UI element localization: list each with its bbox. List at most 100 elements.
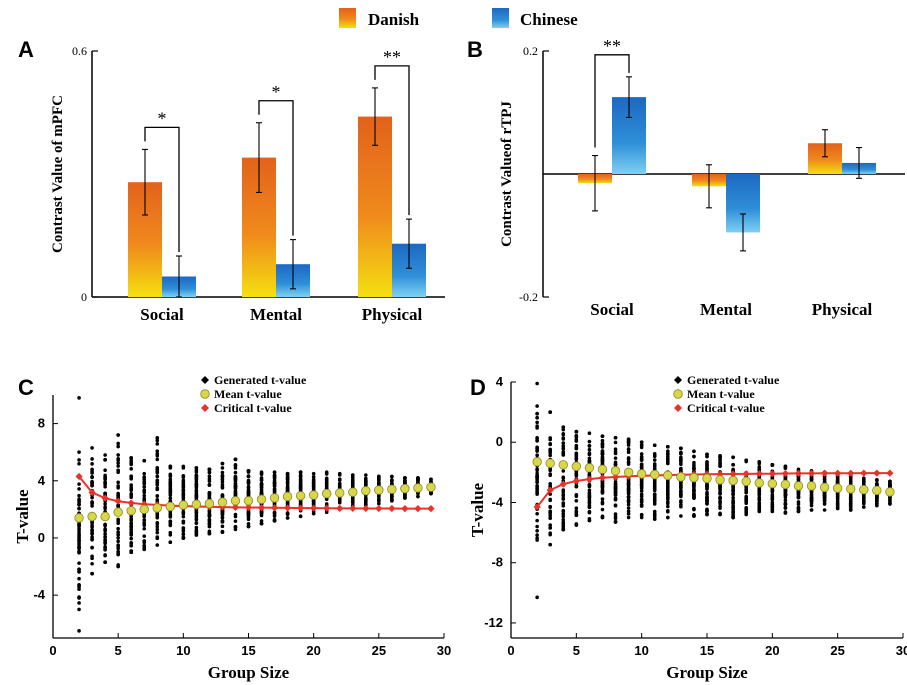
generated-t-value-point xyxy=(155,487,160,492)
generated-t-value-point xyxy=(403,476,407,480)
critical-t-value-marker xyxy=(716,470,724,478)
generated-t-value-point xyxy=(535,518,539,523)
generated-t-value-point xyxy=(652,488,657,493)
generated-t-value-point xyxy=(233,514,238,519)
critical-t-value-marker xyxy=(873,469,881,477)
generated-t-value-point xyxy=(561,425,566,429)
x-tick-label: 15 xyxy=(241,643,255,658)
generated-t-value-point xyxy=(403,493,407,498)
generated-t-value-point xyxy=(561,436,566,440)
generated-t-value-point xyxy=(679,504,683,509)
generated-t-value-point xyxy=(652,454,657,459)
mean-t-value-marker xyxy=(426,482,436,492)
generated-t-value-point xyxy=(142,475,147,480)
generated-t-value-point xyxy=(142,458,147,463)
critical-t-value-line xyxy=(78,475,431,510)
x-category-label-mental: Mental xyxy=(250,305,302,324)
mean-t-value-marker xyxy=(243,496,254,506)
generated-t-value-point xyxy=(679,514,683,518)
generated-t-value-point xyxy=(548,531,552,535)
mean-t-value-marker xyxy=(846,484,856,494)
critical-t-value-marker xyxy=(427,505,435,513)
generated-t-value-point xyxy=(246,517,251,522)
generated-t-value-point xyxy=(548,492,552,496)
generated-t-value-point xyxy=(90,475,94,479)
generated-t-value-point xyxy=(626,492,631,496)
generated-t-value-point xyxy=(155,453,160,458)
generated-t-value-point xyxy=(364,480,368,485)
generated-t-value-point xyxy=(613,493,618,497)
mean-t-value-marker xyxy=(335,488,345,498)
generated-t-value-point xyxy=(103,473,107,478)
mean-t-value-marker xyxy=(152,503,162,513)
generated-t-value-point xyxy=(220,477,225,482)
generated-t-value-point xyxy=(600,514,605,519)
generated-t-value-point xyxy=(116,441,120,446)
generated-t-value-point xyxy=(626,447,631,451)
generated-t-value-point xyxy=(757,488,762,493)
generated-t-value-point xyxy=(259,521,264,526)
generated-t-value-point xyxy=(692,489,696,494)
generated-t-value-point xyxy=(129,527,133,532)
generated-t-value-point xyxy=(652,493,657,497)
x-tick-label: 25 xyxy=(372,643,386,658)
y-tick-label: 4 xyxy=(38,473,46,488)
generated-t-value-point xyxy=(639,452,644,456)
generated-t-value-point xyxy=(77,576,81,581)
generated-t-value-point xyxy=(796,502,801,506)
generated-t-value-point xyxy=(548,436,552,440)
generated-t-value-point xyxy=(103,547,107,551)
generated-t-value-point xyxy=(652,458,657,462)
generated-t-value-point xyxy=(129,492,133,496)
generated-t-value-point xyxy=(652,517,657,521)
generated-t-value-point xyxy=(233,486,238,490)
x-category-label-physical: Physical xyxy=(362,305,423,324)
y-axis-label: T-value xyxy=(468,482,487,537)
generated-t-value-point xyxy=(77,528,81,533)
generated-t-value-point xyxy=(246,521,251,526)
generated-t-value-point xyxy=(731,505,735,510)
generated-t-value-point xyxy=(168,477,173,482)
generated-t-value-point xyxy=(168,496,173,501)
generated-t-value-point xyxy=(652,497,657,502)
generated-t-value-point xyxy=(574,484,579,489)
generated-t-value-point xyxy=(626,495,631,499)
generated-t-value-point xyxy=(822,477,827,481)
generated-t-value-point xyxy=(679,485,683,490)
generated-t-value-point xyxy=(142,485,147,489)
mean-t-value-marker xyxy=(584,463,595,473)
generated-t-value-point xyxy=(324,477,329,482)
generated-t-value-point xyxy=(155,494,160,498)
legend-swatch-chinese xyxy=(492,8,509,28)
generated-t-value-point xyxy=(116,532,120,537)
generated-t-value-point xyxy=(77,493,81,498)
generated-t-value-point xyxy=(652,463,657,468)
generated-t-value-point xyxy=(574,473,579,478)
generated-t-value-point xyxy=(129,467,133,471)
mean-t-value-marker xyxy=(650,469,660,480)
critical-t-value-marker xyxy=(533,503,541,511)
generated-t-value-point xyxy=(535,416,539,420)
generated-t-value-point xyxy=(783,466,788,471)
generated-t-value-point xyxy=(705,492,709,497)
generated-t-value-point xyxy=(548,542,552,547)
generated-t-value-point xyxy=(613,489,618,493)
generated-t-value-point xyxy=(757,498,762,502)
critical-t-value-line xyxy=(536,472,890,508)
legend-label-mean: Mean t-value xyxy=(687,387,755,401)
generated-t-value-point xyxy=(324,481,329,486)
generated-t-value-point xyxy=(626,506,631,510)
generated-t-value-point xyxy=(875,501,879,506)
generated-t-value-point xyxy=(90,462,94,466)
mean-t-value-marker xyxy=(819,482,830,493)
generated-t-value-point xyxy=(77,450,81,454)
critical-t-value-marker xyxy=(323,504,331,512)
generated-t-value-point xyxy=(848,505,853,509)
generated-t-value-point xyxy=(626,502,631,507)
generated-t-value-point xyxy=(77,607,81,612)
panel-letter-c: C xyxy=(18,375,34,400)
x-category-label-social: Social xyxy=(590,300,634,319)
